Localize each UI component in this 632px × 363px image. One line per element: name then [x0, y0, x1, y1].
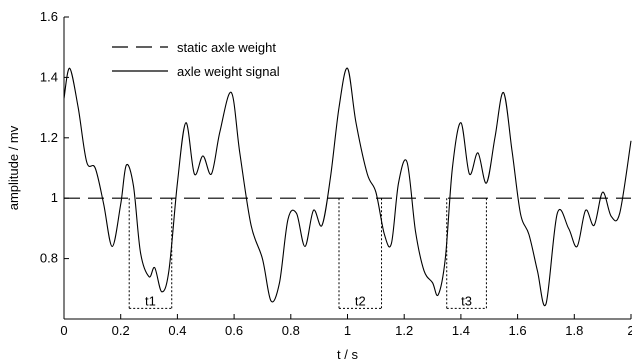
interval-label: t1 — [145, 293, 156, 308]
legend: static axle weight axle weight signal — [112, 40, 280, 79]
y-tick-label: 1.4 — [40, 69, 58, 84]
legend-entry-label: axle weight signal — [177, 64, 280, 79]
x-tick-label: 0.6 — [225, 323, 243, 338]
x-tick-label: 1.6 — [509, 323, 527, 338]
x-tick-label: 2 — [627, 323, 632, 338]
y-tick-label: 1 — [51, 190, 58, 205]
axes: 0 0.2 0.4 0.6 0.8 1 1.2 1.4 1.6 1.8 2 0.8 1 1.2 1.4 1.6 — [40, 9, 632, 338]
legend-entry-label: static axle weight — [177, 40, 276, 55]
y-tick-label: 1.6 — [40, 9, 58, 24]
x-tick-label: 0.4 — [168, 323, 186, 338]
x-axis-label: t / s — [337, 347, 358, 362]
y-axis-label: amplitude / mv — [6, 125, 21, 210]
series-group — [63, 67, 632, 307]
interval-annotations: t1 t2 t3 — [128, 198, 487, 309]
x-tick-label: 1.8 — [565, 323, 583, 338]
y-tick-label: 0.8 — [40, 251, 58, 266]
interval-label: t2 — [355, 293, 366, 308]
series-axle-weight-signal — [63, 67, 632, 307]
x-tick-label: 0.8 — [282, 323, 300, 338]
interval-label: t3 — [461, 293, 472, 308]
x-tick-label: 1.2 — [395, 323, 413, 338]
x-tick-label: 0 — [60, 323, 67, 338]
x-tick-label: 1 — [344, 323, 351, 338]
y-tick-label: 1.2 — [40, 130, 58, 145]
x-tick-label: 1.4 — [452, 323, 470, 338]
x-tick-label: 0.2 — [112, 323, 130, 338]
